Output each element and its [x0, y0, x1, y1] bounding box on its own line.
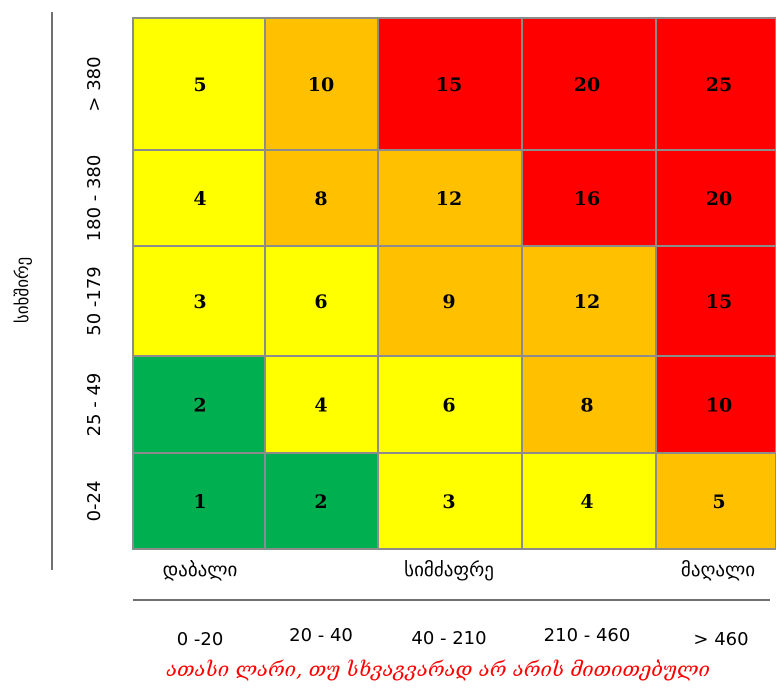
heatmap-cell-value: 2 [314, 491, 327, 513]
heatmap-cell-value: 20 [574, 74, 600, 96]
heatmap-cell-value: 3 [193, 291, 206, 313]
heatmap-cell-value: 5 [712, 491, 725, 513]
column-label: 0 -20 [177, 629, 224, 650]
column-label: 40 - 210 [411, 628, 486, 649]
row-label: 25 - 49 [84, 373, 105, 437]
heatmap-cell-value: 9 [442, 291, 455, 313]
column-label: 20 - 40 [289, 625, 353, 646]
row-label: 180 - 380 [84, 155, 105, 242]
heatmap-cell [132, 149, 266, 247]
scale-label-low: დაბალი [163, 559, 238, 581]
heatmap-cell-value: 8 [314, 188, 327, 210]
heatmap-cells: 5 10 15 20 254 8 12 16 203 6 9 12 152 4 6 8 101 2 3 4 5 [132, 17, 776, 550]
scale-label-high: მაღალი [681, 559, 755, 581]
column-label: 210 - 460 [544, 625, 631, 646]
heatmap-cell [264, 149, 379, 247]
heatmap-cell [655, 245, 776, 357]
column-label: > 460 [693, 629, 748, 650]
heatmap-cell [521, 245, 657, 357]
heatmap-cell-value: 8 [580, 395, 593, 417]
row-label: > 380 [84, 56, 105, 111]
heatmap-cell-value: 3 [442, 491, 455, 513]
heatmap-cell [377, 245, 523, 357]
heatmap-cell-value: 15 [706, 291, 732, 313]
scale-label-severity: სიმძაფრე [404, 559, 494, 581]
heatmap-cell-value: 12 [436, 188, 462, 210]
heatmap-cell [655, 355, 776, 454]
heatmap-cell [264, 452, 379, 550]
heatmap-cell-value: 6 [442, 395, 455, 417]
heatmap-cell-value: 15 [436, 74, 462, 96]
heatmap-cell-value: 1 [193, 491, 206, 513]
heatmap-cell [377, 452, 523, 550]
heatmap-cell [655, 17, 776, 151]
heatmap-cell [521, 355, 657, 454]
heatmap-cell-value: 20 [706, 188, 732, 210]
heatmap-cell [655, 149, 776, 247]
heatmap-cell-value: 4 [580, 491, 593, 513]
heatmap-cell [132, 17, 266, 151]
y-axis-title: სიხშირე [13, 257, 33, 323]
heatmap-cell-value: 2 [193, 395, 206, 417]
heatmap-cell-value: 4 [193, 188, 206, 210]
heatmap-cell [264, 17, 379, 151]
heatmap-cell-value: 4 [314, 395, 327, 417]
heatmap-cell-value: 6 [314, 291, 327, 313]
heatmap-cell-value: 5 [193, 74, 206, 96]
footnote: ათასი ლარი, თუ სხვაგვარად არ არის მითითე… [166, 657, 710, 681]
heatmap-cell [655, 452, 776, 550]
heatmap-cell [521, 17, 657, 151]
heatmap-cell-value: 10 [706, 395, 732, 417]
row-label: 0-24 [84, 481, 105, 522]
heatmap-cell [377, 17, 523, 151]
row-labels: > 380 180 - 380 50 -179 25 - 49 0-24 [84, 56, 105, 521]
heatmap-cell-value: 12 [574, 291, 600, 313]
row-label: 50 -179 [84, 266, 105, 335]
heatmap-cell [521, 452, 657, 550]
heatmap-cell-value: 10 [308, 74, 334, 96]
heatmap-cell-value: 25 [706, 74, 732, 96]
heatmap-cell-value: 16 [574, 188, 600, 210]
column-labels: 0 -20 20 - 40 40 - 210 210 - 460 > 460 [177, 625, 749, 650]
